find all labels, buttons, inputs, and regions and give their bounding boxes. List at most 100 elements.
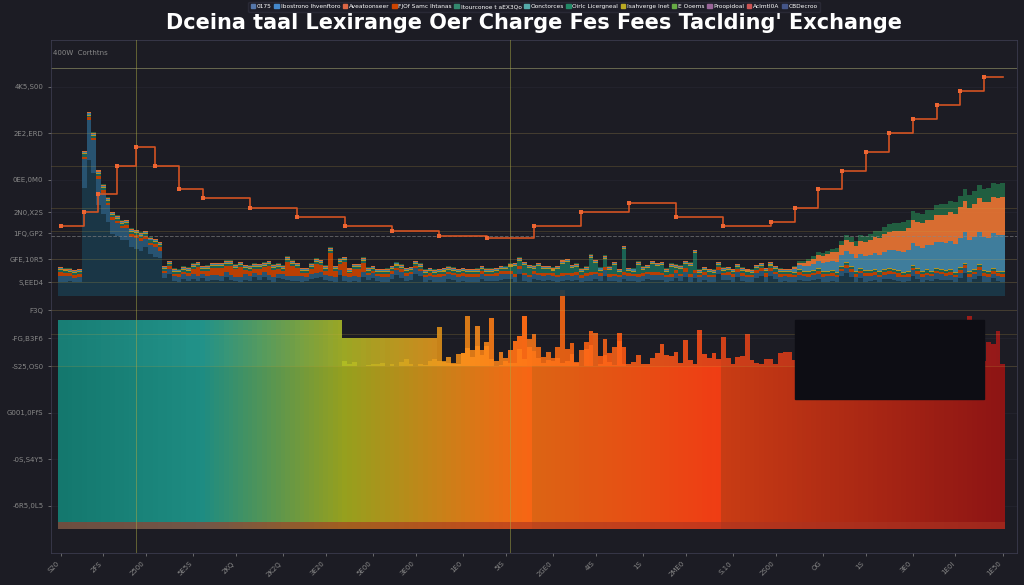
- Bar: [163, 278, 167, 297]
- Bar: [62, 269, 68, 270]
- Bar: [371, 266, 376, 267]
- Bar: [503, 267, 508, 269]
- Bar: [176, 319, 181, 366]
- Bar: [712, 270, 717, 271]
- Bar: [446, 269, 452, 270]
- Bar: [309, 366, 314, 529]
- Bar: [390, 279, 394, 297]
- Bar: [925, 522, 930, 529]
- Bar: [972, 522, 977, 529]
- Bar: [944, 280, 948, 297]
- Bar: [452, 280, 456, 297]
- Bar: [324, 280, 328, 297]
- Bar: [428, 280, 432, 297]
- Bar: [248, 267, 252, 268]
- Bar: [418, 522, 423, 529]
- Bar: [300, 282, 304, 297]
- Bar: [295, 319, 300, 366]
- Bar: [248, 319, 252, 366]
- Bar: [750, 360, 755, 366]
- Bar: [569, 276, 574, 281]
- Bar: [499, 352, 503, 366]
- Bar: [631, 270, 636, 271]
- Bar: [707, 271, 712, 272]
- Bar: [793, 267, 797, 269]
- Bar: [148, 238, 153, 239]
- Bar: [797, 270, 802, 272]
- Bar: [697, 270, 702, 271]
- Bar: [896, 271, 901, 273]
- Bar: [565, 260, 569, 261]
- Bar: [376, 281, 380, 297]
- Bar: [201, 269, 205, 271]
- Bar: [735, 357, 740, 366]
- Bar: [963, 266, 968, 268]
- Bar: [318, 265, 324, 272]
- Bar: [688, 522, 692, 529]
- Bar: [692, 277, 697, 297]
- Bar: [1000, 522, 1006, 529]
- Bar: [461, 269, 466, 270]
- Bar: [508, 264, 513, 266]
- Bar: [669, 274, 674, 277]
- Bar: [153, 247, 158, 257]
- Bar: [854, 282, 858, 297]
- Bar: [598, 269, 603, 270]
- Bar: [806, 259, 811, 261]
- Bar: [537, 357, 541, 366]
- Bar: [793, 522, 797, 529]
- Bar: [115, 217, 120, 218]
- Bar: [68, 269, 73, 270]
- Bar: [986, 271, 991, 273]
- Bar: [598, 270, 603, 271]
- Bar: [295, 263, 300, 264]
- Bar: [944, 204, 948, 215]
- Bar: [158, 247, 163, 251]
- Bar: [91, 522, 96, 529]
- Bar: [712, 277, 717, 282]
- Bar: [125, 228, 129, 240]
- Bar: [290, 266, 295, 276]
- Bar: [593, 333, 598, 366]
- Bar: [129, 247, 134, 297]
- Bar: [503, 269, 508, 270]
- Bar: [489, 270, 494, 271]
- Bar: [645, 267, 650, 269]
- Bar: [863, 271, 868, 273]
- Bar: [887, 366, 892, 529]
- Bar: [531, 266, 537, 267]
- Bar: [702, 267, 707, 269]
- Bar: [603, 258, 607, 259]
- Bar: [830, 522, 835, 529]
- Bar: [324, 366, 328, 529]
- Bar: [730, 522, 735, 529]
- Bar: [820, 281, 825, 297]
- Bar: [830, 273, 835, 276]
- Bar: [802, 339, 806, 366]
- Bar: [868, 234, 872, 240]
- Bar: [835, 282, 840, 297]
- Bar: [356, 267, 361, 269]
- Bar: [920, 272, 925, 274]
- Bar: [726, 269, 730, 270]
- Bar: [953, 202, 957, 214]
- Bar: [262, 266, 266, 267]
- Bar: [461, 353, 466, 366]
- Bar: [977, 232, 982, 264]
- Bar: [806, 349, 811, 366]
- Bar: [702, 272, 707, 275]
- Bar: [697, 331, 702, 366]
- Bar: [537, 264, 541, 265]
- Bar: [612, 522, 616, 529]
- Bar: [882, 269, 887, 270]
- Bar: [863, 273, 868, 276]
- Bar: [622, 364, 627, 366]
- Bar: [499, 266, 503, 267]
- Bar: [882, 234, 887, 252]
- Bar: [77, 269, 82, 270]
- Bar: [560, 261, 565, 263]
- Bar: [896, 281, 901, 297]
- Bar: [479, 522, 484, 529]
- Bar: [541, 522, 546, 529]
- Bar: [318, 366, 324, 529]
